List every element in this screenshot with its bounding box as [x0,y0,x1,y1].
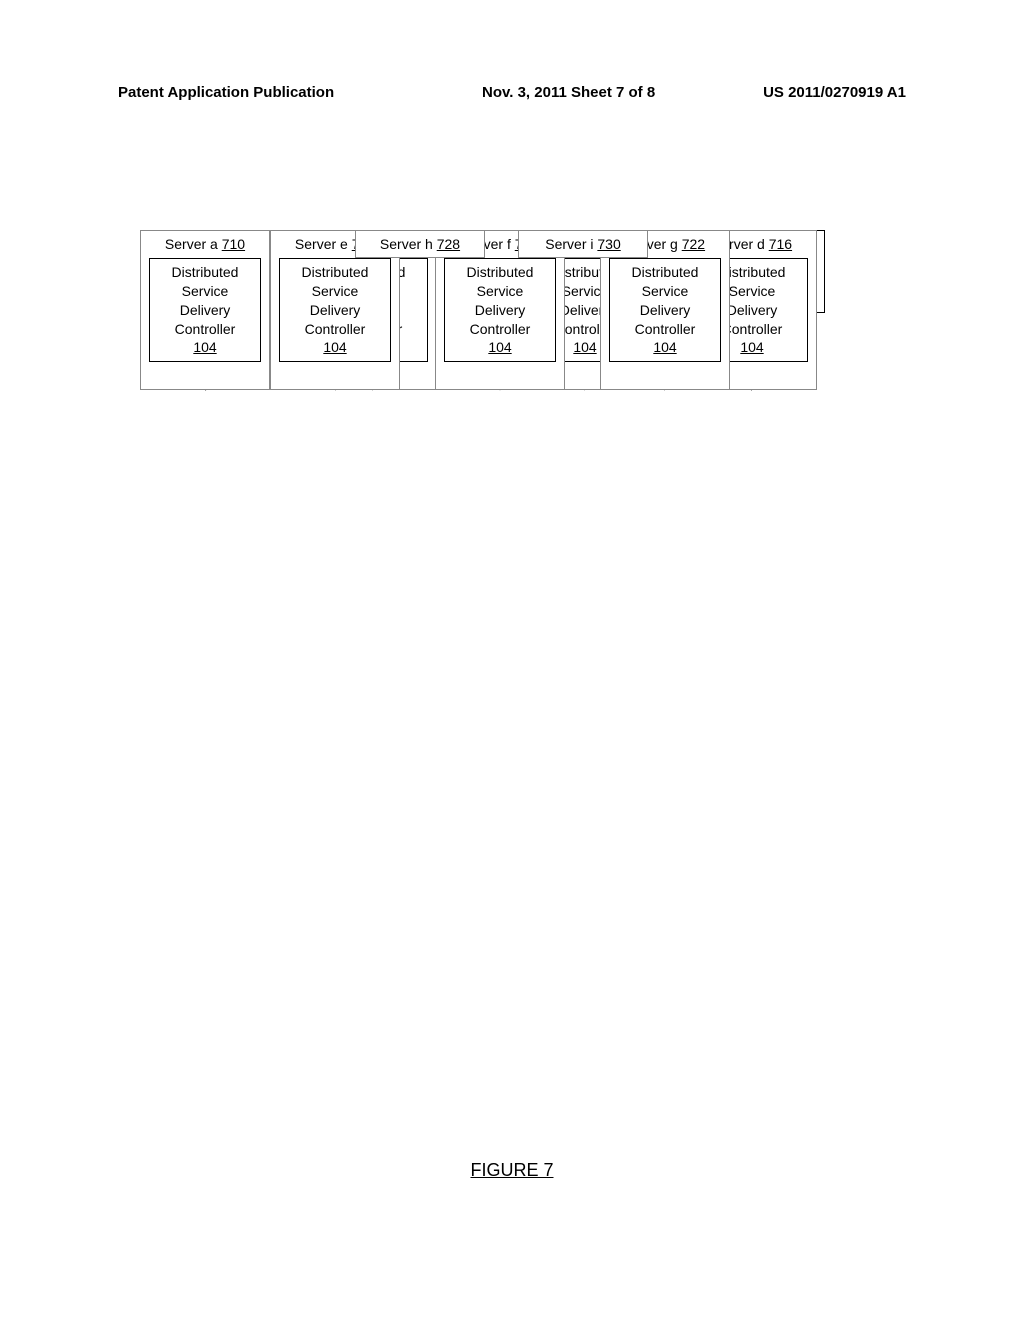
node-dsdc-e: Distributed Service Delivery Controller … [279,258,391,362]
node-server-a-label: Server a 710 [143,233,267,258]
node-dsdc-g: Distributed Service Delivery Controller … [609,258,721,362]
node-server-i: Server i 730 [518,230,648,258]
header-right: US 2011/0270919 A1 [763,84,906,101]
node-server-a-container: Server a 710 Distributed Service Deliver… [140,230,270,390]
node-dsdc-a: Distributed Service Delivery Controller … [149,258,261,362]
page-header: Patent Application Publication Nov. 3, 2… [0,84,1024,101]
header-center: Nov. 3, 2011 Sheet 7 of 8 [482,84,655,101]
node-dsdc-f: Distributed Service Delivery Controller … [444,258,556,362]
node-server-h: Server h 728 [355,230,485,258]
diagram-figure-7: Service Delivery Controller a 702 Client… [140,230,880,1150]
figure-title: FIGURE 7 [0,1160,1024,1181]
header-left: Patent Application Publication [118,84,334,101]
